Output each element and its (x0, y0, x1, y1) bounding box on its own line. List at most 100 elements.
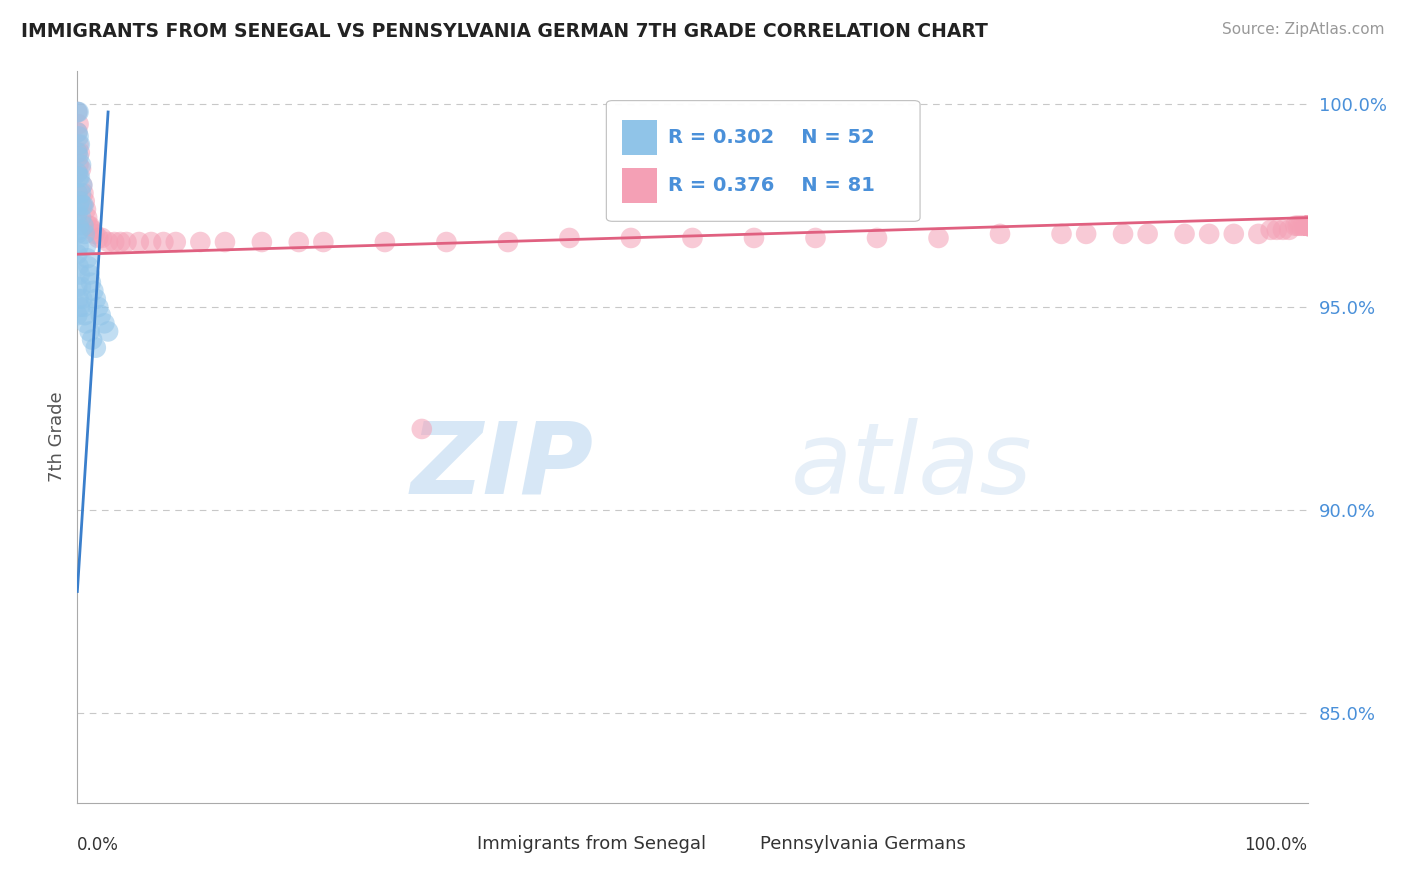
Point (72, 300, 94, 314)
Point (620, 231, 643, 245)
Point (1289, 219, 1312, 233)
Text: ZIP: ZIP (411, 417, 595, 515)
Point (77, 260, 100, 274)
Point (1272, 223, 1295, 237)
Point (67, 239, 90, 253)
Point (66, 145, 89, 160)
Point (82, 284, 104, 298)
Point (1296, 219, 1319, 233)
Point (67, 117, 90, 131)
Point (558, 231, 581, 245)
Point (214, 235, 236, 249)
Point (82, 223, 104, 237)
Point (72, 198, 94, 212)
Point (1174, 227, 1197, 241)
Point (76, 252, 98, 266)
Point (66, 125, 89, 139)
Point (66, 186, 89, 201)
Point (82, 333, 104, 347)
Text: R = 0.302    N = 52: R = 0.302 N = 52 (668, 128, 875, 147)
Point (682, 231, 704, 245)
Point (165, 235, 187, 249)
Point (1292, 219, 1315, 233)
Point (69, 223, 91, 237)
Point (436, 235, 458, 249)
Point (1296, 219, 1319, 233)
Point (1296, 219, 1319, 233)
Text: Source: ZipAtlas.com: Source: ZipAtlas.com (1222, 22, 1385, 37)
Point (1284, 219, 1306, 233)
Point (1296, 219, 1319, 233)
Point (152, 235, 174, 249)
Point (66, 186, 89, 201)
Point (66, 166, 89, 180)
Point (1112, 227, 1135, 241)
Point (76, 211, 98, 225)
Point (67, 219, 90, 233)
Point (103, 235, 125, 249)
Point (1296, 219, 1319, 233)
Point (77, 219, 100, 233)
Point (128, 235, 150, 249)
Point (1296, 219, 1319, 233)
Text: IMMIGRANTS FROM SENEGAL VS PENNSYLVANIA GERMAN 7TH GRADE CORRELATION CHART: IMMIGRANTS FROM SENEGAL VS PENNSYLVANIA … (21, 22, 988, 41)
Point (141, 235, 163, 249)
Point (84, 292, 107, 306)
Point (66, 206, 89, 220)
Point (67, 129, 90, 144)
Point (67, 150, 90, 164)
Point (1076, 227, 1098, 241)
Point (1296, 219, 1319, 233)
Point (1278, 223, 1301, 237)
Point (90, 231, 114, 245)
Point (374, 235, 396, 249)
Point (1296, 219, 1319, 233)
Point (69, 169, 91, 184)
Point (70, 161, 93, 176)
Point (70, 186, 93, 201)
Point (928, 231, 950, 245)
Point (72, 219, 94, 233)
Point (79, 268, 101, 282)
Point (69, 300, 91, 314)
Point (66, 145, 89, 160)
Point (66, 279, 89, 293)
Point (1286, 219, 1309, 233)
Point (70, 211, 93, 225)
Point (1296, 219, 1319, 233)
Point (1296, 219, 1319, 233)
Point (66, 166, 89, 180)
Point (70, 158, 93, 172)
Point (70, 279, 93, 293)
Point (97, 235, 120, 249)
Point (66, 247, 89, 261)
Point (1296, 219, 1319, 233)
Point (67, 198, 90, 212)
Point (69, 137, 91, 152)
Point (87, 300, 110, 314)
Point (988, 227, 1011, 241)
Point (1265, 223, 1288, 237)
Point (72, 186, 94, 201)
Point (67, 292, 90, 306)
Point (90, 308, 112, 322)
Point (411, 422, 433, 436)
Point (67, 158, 90, 172)
Bar (440, 833, 467, 855)
Point (1223, 227, 1246, 241)
Point (75, 239, 97, 253)
Point (1296, 219, 1319, 233)
Point (69, 194, 91, 209)
Point (66, 105, 89, 120)
Point (83, 227, 105, 241)
Point (67, 105, 90, 120)
Point (80, 276, 103, 290)
Point (804, 231, 827, 245)
Point (73, 194, 96, 209)
Point (250, 235, 273, 249)
Point (1198, 227, 1220, 241)
Point (97, 325, 120, 339)
Point (67, 260, 90, 274)
Point (288, 235, 311, 249)
Point (1296, 219, 1319, 233)
